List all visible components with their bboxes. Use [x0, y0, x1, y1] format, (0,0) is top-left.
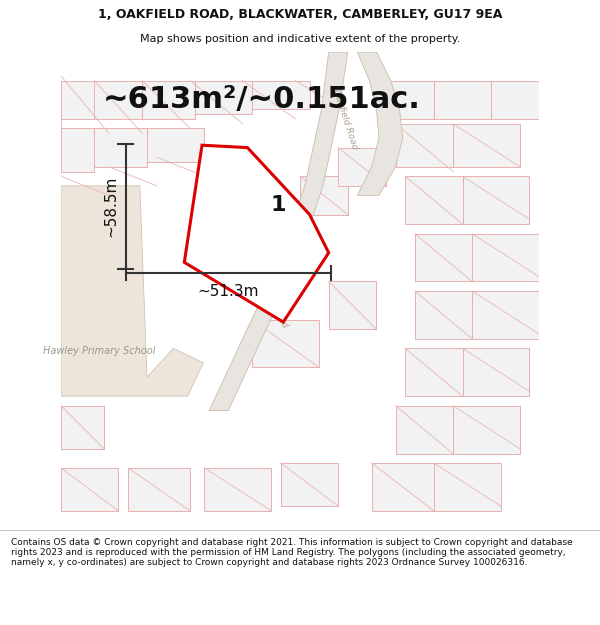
Polygon shape [94, 81, 142, 119]
Polygon shape [415, 291, 472, 339]
Polygon shape [61, 468, 118, 511]
Polygon shape [184, 145, 329, 322]
Polygon shape [195, 81, 252, 114]
Polygon shape [205, 468, 271, 511]
Polygon shape [61, 406, 104, 449]
Polygon shape [453, 406, 520, 454]
Text: ~58.5m: ~58.5m [104, 176, 119, 238]
Polygon shape [329, 281, 376, 329]
Polygon shape [434, 463, 501, 511]
Polygon shape [252, 81, 310, 109]
Polygon shape [358, 52, 403, 196]
Polygon shape [395, 406, 453, 454]
Polygon shape [61, 81, 94, 119]
Text: Oakfield Road: Oakfield Road [248, 271, 289, 330]
Polygon shape [128, 468, 190, 511]
Text: ~613m²/~0.151ac.: ~613m²/~0.151ac. [103, 85, 421, 114]
Polygon shape [463, 176, 529, 224]
Text: 1: 1 [271, 195, 286, 215]
Polygon shape [381, 81, 434, 119]
Text: Hawley Primary School: Hawley Primary School [43, 346, 155, 356]
Polygon shape [405, 348, 463, 396]
Polygon shape [252, 319, 319, 368]
Polygon shape [147, 129, 205, 162]
Polygon shape [472, 234, 539, 281]
Text: Map shows position and indicative extent of the property.: Map shows position and indicative extent… [140, 34, 460, 44]
Polygon shape [61, 186, 203, 396]
Polygon shape [405, 176, 463, 224]
Text: 1, OAKFIELD ROAD, BLACKWATER, CAMBERLEY, GU17 9EA: 1, OAKFIELD ROAD, BLACKWATER, CAMBERLEY,… [98, 8, 502, 21]
Text: Contains OS data © Crown copyright and database right 2021. This information is : Contains OS data © Crown copyright and d… [11, 538, 572, 568]
Polygon shape [61, 129, 94, 171]
Polygon shape [142, 81, 195, 119]
Polygon shape [395, 124, 453, 167]
Text: ~51.3m: ~51.3m [197, 284, 259, 299]
Polygon shape [94, 129, 147, 167]
Polygon shape [472, 291, 539, 339]
Polygon shape [434, 81, 491, 119]
Polygon shape [209, 52, 348, 411]
Text: Oakfield Road: Oakfield Road [331, 88, 359, 151]
Polygon shape [372, 463, 434, 511]
Polygon shape [300, 176, 348, 214]
Polygon shape [281, 463, 338, 506]
Polygon shape [491, 81, 539, 119]
Polygon shape [463, 348, 529, 396]
Polygon shape [453, 124, 520, 167]
Polygon shape [415, 234, 472, 281]
Polygon shape [338, 148, 386, 186]
